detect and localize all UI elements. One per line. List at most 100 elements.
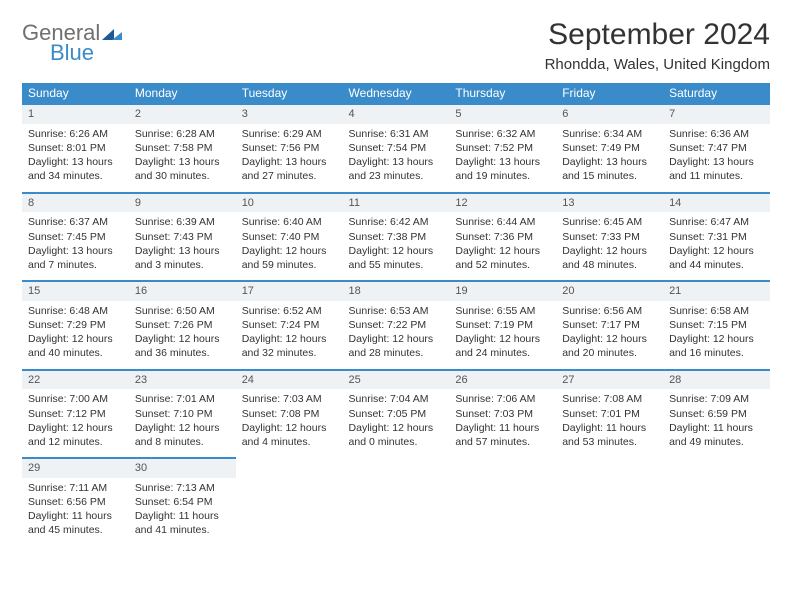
day-detail-cell: Sunrise: 6:32 AMSunset: 7:52 PMDaylight:… [449,124,556,193]
sunrise-text: Sunrise: 6:52 AM [242,304,337,318]
day-detail-cell: Sunrise: 7:04 AMSunset: 7:05 PMDaylight:… [343,389,450,458]
title-block: September 2024 Rhondda, Wales, United Ki… [545,18,770,73]
sunset-text: Sunset: 7:31 PM [669,230,764,244]
day-number-cell: 27 [556,370,663,390]
sunrise-text: Sunrise: 6:42 AM [349,215,444,229]
logo: General Blue [22,22,122,64]
sunset-text: Sunset: 7:26 PM [135,318,230,332]
day-detail-cell [343,478,450,546]
sunrise-text: Sunrise: 6:26 AM [28,127,123,141]
daylight-text: Daylight: 13 hours and 27 minutes. [242,155,337,183]
daylight-text: Daylight: 13 hours and 7 minutes. [28,244,123,272]
logo-word2: Blue [50,42,122,64]
logo-mark-icon [102,22,122,44]
daylight-text: Daylight: 12 hours and 8 minutes. [135,421,230,449]
day-detail-cell: Sunrise: 6:34 AMSunset: 7:49 PMDaylight:… [556,124,663,193]
daynum-row: 891011121314 [22,193,770,213]
sunrise-text: Sunrise: 6:58 AM [669,304,764,318]
daylight-text: Daylight: 13 hours and 19 minutes. [455,155,550,183]
sunset-text: Sunset: 6:56 PM [28,495,123,509]
day-detail-cell: Sunrise: 6:40 AMSunset: 7:40 PMDaylight:… [236,212,343,281]
daylight-text: Daylight: 12 hours and 16 minutes. [669,332,764,360]
day-number-cell [556,458,663,478]
day-detail-cell: Sunrise: 6:28 AMSunset: 7:58 PMDaylight:… [129,124,236,193]
daylight-text: Daylight: 13 hours and 15 minutes. [562,155,657,183]
sunrise-text: Sunrise: 6:28 AM [135,127,230,141]
weekday-header: Tuesday [236,83,343,104]
day-number-cell: 10 [236,193,343,213]
day-detail-cell: Sunrise: 6:52 AMSunset: 7:24 PMDaylight:… [236,301,343,370]
sunrise-text: Sunrise: 7:01 AM [135,392,230,406]
daylight-text: Daylight: 12 hours and 0 minutes. [349,421,444,449]
day-number-cell: 9 [129,193,236,213]
day-number-cell: 28 [663,370,770,390]
day-detail-cell: Sunrise: 7:08 AMSunset: 7:01 PMDaylight:… [556,389,663,458]
daylight-text: Daylight: 13 hours and 3 minutes. [135,244,230,272]
sunset-text: Sunset: 6:59 PM [669,407,764,421]
sunset-text: Sunset: 7:29 PM [28,318,123,332]
day-detail-cell: Sunrise: 6:53 AMSunset: 7:22 PMDaylight:… [343,301,450,370]
day-detail-cell: Sunrise: 7:06 AMSunset: 7:03 PMDaylight:… [449,389,556,458]
daylight-text: Daylight: 12 hours and 20 minutes. [562,332,657,360]
day-number-cell: 25 [343,370,450,390]
day-number-cell: 2 [129,104,236,124]
sunrise-text: Sunrise: 7:03 AM [242,392,337,406]
sunrise-text: Sunrise: 6:55 AM [455,304,550,318]
daylight-text: Daylight: 12 hours and 40 minutes. [28,332,123,360]
sunrise-text: Sunrise: 6:47 AM [669,215,764,229]
day-detail-cell [663,478,770,546]
daylight-text: Daylight: 12 hours and 55 minutes. [349,244,444,272]
day-detail-cell: Sunrise: 6:55 AMSunset: 7:19 PMDaylight:… [449,301,556,370]
sunrise-text: Sunrise: 6:29 AM [242,127,337,141]
day-number-cell: 12 [449,193,556,213]
day-detail-cell: Sunrise: 6:26 AMSunset: 8:01 PMDaylight:… [22,124,129,193]
day-detail-cell: Sunrise: 6:45 AMSunset: 7:33 PMDaylight:… [556,212,663,281]
weekday-header-row: Sunday Monday Tuesday Wednesday Thursday… [22,83,770,104]
sunset-text: Sunset: 7:36 PM [455,230,550,244]
day-detail-cell: Sunrise: 7:13 AMSunset: 6:54 PMDaylight:… [129,478,236,546]
calendar-body: 1234567Sunrise: 6:26 AMSunset: 8:01 PMDa… [22,104,770,546]
sunrise-text: Sunrise: 6:44 AM [455,215,550,229]
daylight-text: Daylight: 12 hours and 4 minutes. [242,421,337,449]
sunset-text: Sunset: 7:22 PM [349,318,444,332]
sunset-text: Sunset: 8:01 PM [28,141,123,155]
sunrise-text: Sunrise: 7:08 AM [562,392,657,406]
sunset-text: Sunset: 7:24 PM [242,318,337,332]
sunset-text: Sunset: 7:49 PM [562,141,657,155]
day-detail-cell: Sunrise: 6:29 AMSunset: 7:56 PMDaylight:… [236,124,343,193]
sunset-text: Sunset: 7:08 PM [242,407,337,421]
day-number-cell: 3 [236,104,343,124]
sunset-text: Sunset: 7:54 PM [349,141,444,155]
sunset-text: Sunset: 7:17 PM [562,318,657,332]
day-number-cell [449,458,556,478]
weekday-header: Wednesday [343,83,450,104]
daynum-row: 1234567 [22,104,770,124]
sunrise-text: Sunrise: 6:32 AM [455,127,550,141]
day-number-cell: 14 [663,193,770,213]
weekday-header: Thursday [449,83,556,104]
day-number-cell: 11 [343,193,450,213]
day-detail-cell: Sunrise: 6:47 AMSunset: 7:31 PMDaylight:… [663,212,770,281]
day-number-cell: 22 [22,370,129,390]
daylight-text: Daylight: 12 hours and 36 minutes. [135,332,230,360]
day-number-cell: 5 [449,104,556,124]
sunset-text: Sunset: 7:12 PM [28,407,123,421]
day-detail-cell: Sunrise: 6:42 AMSunset: 7:38 PMDaylight:… [343,212,450,281]
sunrise-text: Sunrise: 6:40 AM [242,215,337,229]
day-number-cell: 7 [663,104,770,124]
daylight-text: Daylight: 12 hours and 44 minutes. [669,244,764,272]
sunrise-text: Sunrise: 7:04 AM [349,392,444,406]
day-detail-cell: Sunrise: 6:37 AMSunset: 7:45 PMDaylight:… [22,212,129,281]
sunrise-text: Sunrise: 7:11 AM [28,481,123,495]
sunset-text: Sunset: 7:43 PM [135,230,230,244]
sunset-text: Sunset: 7:19 PM [455,318,550,332]
daylight-text: Daylight: 13 hours and 30 minutes. [135,155,230,183]
day-number-cell: 15 [22,281,129,301]
daylight-text: Daylight: 12 hours and 24 minutes. [455,332,550,360]
day-number-cell: 24 [236,370,343,390]
sunrise-text: Sunrise: 6:31 AM [349,127,444,141]
sunset-text: Sunset: 7:01 PM [562,407,657,421]
sunset-text: Sunset: 7:05 PM [349,407,444,421]
weekday-header: Friday [556,83,663,104]
sunrise-text: Sunrise: 7:06 AM [455,392,550,406]
